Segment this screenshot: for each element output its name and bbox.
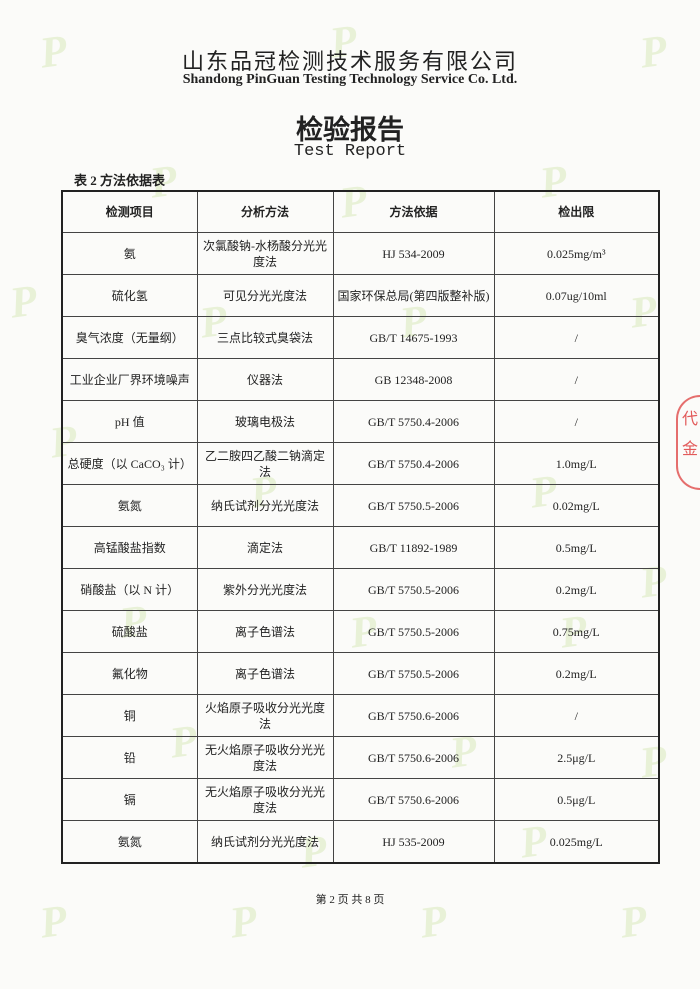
method-basis-cell: GB/T 5750.6-2006 bbox=[332, 778, 495, 821]
test-item-cell: 氨氮 bbox=[61, 820, 198, 864]
table-caption: 表 2 方法依据表 bbox=[74, 173, 166, 188]
analysis-method-cell: 火焰原子吸收分光光度法 bbox=[196, 694, 334, 737]
test-item-cell: 硫酸盐 bbox=[61, 610, 198, 653]
detection-limit-cell: 0.2mg/L bbox=[493, 568, 660, 611]
report-title-cn: 检验报告 bbox=[296, 115, 404, 146]
table-row: 硝酸盐（以 N 计） 紫外分光光度法 GB/T 5750.5-2006 0.2mg/L bbox=[61, 568, 660, 611]
table-row: 臭气浓度（无量纲） 三点比较式臭袋法 GB/T 14675-1993/ bbox=[61, 316, 660, 359]
method-basis-cell: GB/T 5750.5-2006 bbox=[332, 484, 495, 527]
analysis-method-cell: 紫外分光光度法 bbox=[196, 568, 334, 611]
test-item-cell: 氨氮 bbox=[61, 484, 198, 527]
detection-limit-cell: 0.2mg/L bbox=[493, 652, 660, 695]
table-row: 铜火焰原子吸收分光光度法 GB/T 5750.6-2006/ bbox=[61, 694, 660, 737]
method-basis-cell: GB/T 5750.6-2006 bbox=[332, 694, 495, 737]
table-row: pH 值玻璃电极法 GB/T 5750.4-2006/ bbox=[61, 400, 660, 443]
test-item-cell: 高锰酸盐指数 bbox=[61, 526, 198, 569]
method-basis-cell: GB/T 5750.5-2006 bbox=[332, 652, 495, 695]
test-item-cell: 硫化氢 bbox=[61, 274, 198, 317]
method-basis-cell: GB/T 14675-1993 bbox=[332, 316, 495, 359]
analysis-method-cell: 乙二胺四乙酸二钠滴定法 bbox=[196, 442, 334, 485]
column-header: 方法依据 bbox=[332, 190, 495, 233]
method-basis-cell: GB/T 5750.4-2006 bbox=[332, 400, 495, 443]
analysis-method-cell: 仪器法 bbox=[196, 358, 334, 401]
method-basis-cell: HJ 534-2009 bbox=[332, 232, 495, 275]
detection-limit-cell: 2.5μg/L bbox=[493, 736, 660, 779]
detection-limit-cell: / bbox=[493, 358, 660, 401]
test-item-cell: 铅 bbox=[61, 736, 198, 779]
test-item-cell: 总硬度（以 CaCO₃ 计） bbox=[61, 442, 198, 485]
column-header: 检测项目 bbox=[61, 190, 198, 233]
detection-limit-cell: / bbox=[493, 400, 660, 443]
watermark-logo: P bbox=[6, 275, 41, 328]
analysis-method-cell: 纳氏试剂分光光度法 bbox=[196, 484, 334, 527]
detection-limit-cell: 1.0mg/L bbox=[493, 442, 660, 485]
table-row: 氨氮 纳氏试剂分光光度法 HJ 535-2009 0.025mg/L bbox=[61, 820, 660, 864]
test-item-cell: 镉 bbox=[61, 778, 198, 821]
column-header: 分析方法 bbox=[196, 190, 334, 233]
method-basis-cell: GB/T 11892-1989 bbox=[332, 526, 495, 569]
method-table: 检测项目 分析方法 方法依据 检出限 氨次氯酸钠-水杨酸分光光度法 HJ 534-… bbox=[61, 190, 660, 864]
red-seal-stamp: 代 金 bbox=[676, 395, 700, 490]
analysis-method-cell: 玻璃电极法 bbox=[196, 400, 334, 443]
column-header: 检出限 bbox=[493, 190, 660, 233]
detection-limit-cell: 0.025mg/L bbox=[493, 820, 660, 864]
method-basis-cell: GB/T 5750.6-2006 bbox=[332, 736, 495, 779]
table-row: 工业企业厂界环境噪声 仪器法 GB 12348-2008/ bbox=[61, 358, 660, 401]
analysis-method-cell: 离子色谱法 bbox=[196, 610, 334, 653]
method-basis-cell: GB/T 5750.5-2006 bbox=[332, 568, 495, 611]
table-row: 镉无火焰原子吸收分光光度法 GB/T 5750.6-2006 0.5μg/L bbox=[61, 778, 660, 821]
table-row: 高锰酸盐指数 滴定法 GB/T 11892-1989 0.5mg/L bbox=[61, 526, 660, 569]
test-item-cell: 氟化物 bbox=[61, 652, 198, 695]
detection-limit-cell: / bbox=[493, 316, 660, 359]
analysis-method-cell: 离子色谱法 bbox=[196, 652, 334, 695]
method-basis-cell: GB/T 5750.5-2006 bbox=[332, 610, 495, 653]
analysis-method-cell: 滴定法 bbox=[196, 526, 334, 569]
company-name-cn: 山东品冠检测技术服务有限公司 bbox=[181, 50, 518, 75]
test-item-cell: 铜 bbox=[61, 694, 198, 737]
analysis-method-cell: 无火焰原子吸收分光光度法 bbox=[196, 736, 334, 779]
analysis-method-cell: 次氯酸钠-水杨酸分光光度法 bbox=[196, 232, 334, 275]
detection-limit-cell: 0.025mg/m³ bbox=[493, 232, 660, 275]
analysis-method-cell: 无火焰原子吸收分光光度法 bbox=[196, 778, 334, 821]
analysis-method-cell: 三点比较式臭袋法 bbox=[196, 316, 334, 359]
test-item-cell: 工业企业厂界环境噪声 bbox=[61, 358, 198, 401]
table-row: 氨氮 纳氏试剂分光光度法 GB/T 5750.5-2006 0.02mg/L bbox=[61, 484, 660, 527]
test-item-cell: pH 值 bbox=[61, 400, 198, 443]
table-row: 硫酸盐 离子色谱法 GB/T 5750.5-2006 0.75mg/L bbox=[61, 610, 660, 653]
method-basis-cell: HJ 535-2009 bbox=[332, 820, 495, 864]
method-basis-cell: GB 12348-2008 bbox=[332, 358, 495, 401]
company-name-en: Shandong PinGuan Testing Technology Serv… bbox=[182, 72, 518, 87]
detection-limit-cell: 0.02mg/L bbox=[493, 484, 660, 527]
test-item-cell: 硝酸盐（以 N 计） bbox=[61, 568, 198, 611]
table-row: 氨次氯酸钠-水杨酸分光光度法 HJ 534-2009 0.025mg/m³ bbox=[61, 232, 660, 275]
page-number: 第 2 页 共 8 页 bbox=[315, 894, 385, 906]
detection-limit-cell: / bbox=[493, 694, 660, 737]
analysis-method-cell: 纳氏试剂分光光度法 bbox=[196, 820, 334, 864]
report-title-en: Test Report bbox=[293, 142, 407, 161]
detection-limit-cell: 0.07ug/10ml bbox=[493, 274, 660, 317]
detection-limit-cell: 0.75mg/L bbox=[493, 610, 660, 653]
table-row: 氟化物 离子色谱法 GB/T 5750.5-2006 0.2mg/L bbox=[61, 652, 660, 695]
table-row: 硫化氢 可见分光光度法 国家环保总局(第四版整补版) 0.07ug/10ml bbox=[61, 274, 660, 317]
detection-limit-cell: 0.5μg/L bbox=[493, 778, 660, 821]
test-item-cell: 臭气浓度（无量纲） bbox=[61, 316, 198, 359]
method-basis-cell: GB/T 5750.4-2006 bbox=[332, 442, 495, 485]
table-header-row: 检测项目 分析方法 方法依据 检出限 bbox=[61, 190, 660, 233]
test-item-cell: 氨 bbox=[61, 232, 198, 275]
table-row: 总硬度（以 CaCO₃ 计） 乙二胺四乙酸二钠滴定法 GB/T 5750.4-200… bbox=[61, 442, 660, 485]
method-basis-cell: 国家环保总局(第四版整补版) bbox=[332, 274, 495, 317]
analysis-method-cell: 可见分光光度法 bbox=[196, 274, 334, 317]
table-row: 铅无火焰原子吸收分光光度法 GB/T 5750.6-2006 2.5μg/L bbox=[61, 736, 660, 779]
detection-limit-cell: 0.5mg/L bbox=[493, 526, 660, 569]
